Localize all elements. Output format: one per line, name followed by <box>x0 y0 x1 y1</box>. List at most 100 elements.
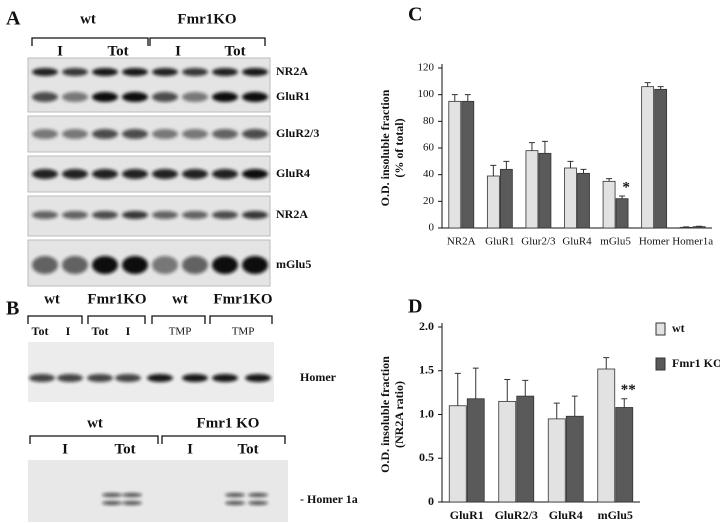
error-bar <box>490 164 497 176</box>
lane-label: I <box>62 441 68 457</box>
blot-band <box>242 129 268 139</box>
error-bar <box>528 142 535 151</box>
y-tick-label: 100 <box>418 88 435 100</box>
y-axis-label: (% of total) <box>392 118 406 177</box>
bar <box>615 198 629 229</box>
legend-swatch <box>655 357 666 371</box>
group-label: Fmr1KO <box>213 291 272 307</box>
lane-label: I <box>187 441 193 457</box>
blot-band <box>225 501 245 505</box>
error-bar <box>503 160 510 170</box>
lane-label: Tot <box>114 441 135 457</box>
blot-band <box>92 68 118 76</box>
bar <box>525 150 539 229</box>
error-bar <box>580 168 587 174</box>
bracket <box>161 435 286 444</box>
y-tick-label: 1.5 <box>419 363 434 377</box>
y-tick-label: 60 <box>423 142 435 154</box>
blot-label: - Homer 1a <box>300 492 358 506</box>
bar <box>486 175 500 229</box>
error-bar <box>472 367 479 399</box>
blot-band <box>122 129 148 139</box>
group-label: Fmr1KO <box>87 291 146 307</box>
blot-band <box>182 68 208 76</box>
y-tick-label: 1.0 <box>419 406 434 420</box>
blot-band <box>248 501 268 505</box>
group-label: wt <box>44 291 60 307</box>
blot-band <box>122 211 148 219</box>
blot-band <box>152 129 178 139</box>
lane-label: I <box>57 43 63 59</box>
bar <box>466 398 485 503</box>
blot-label: NR2A <box>276 64 308 78</box>
bracket <box>27 315 83 324</box>
bracket <box>209 315 273 324</box>
blot-band <box>92 211 118 219</box>
legend-label: wt <box>672 321 685 335</box>
y-tick-label: 2.0 <box>419 319 434 333</box>
error-bar <box>504 379 511 402</box>
blot-band <box>62 211 88 219</box>
x-tick-label: GluR4 <box>562 236 592 248</box>
lane-label: Tot <box>237 441 258 457</box>
y-tick-label: 0 <box>428 494 434 508</box>
blot-band <box>242 256 268 274</box>
bracket <box>29 435 159 444</box>
blot <box>28 342 274 402</box>
blot-band <box>152 92 178 102</box>
panel-letter: B <box>6 298 19 320</box>
blot-band <box>212 374 238 382</box>
blot-band <box>92 256 118 274</box>
blot-band <box>182 256 208 274</box>
bar <box>565 415 584 503</box>
blot-band <box>92 169 118 179</box>
blot-band <box>32 129 58 139</box>
lane-label: I <box>175 43 181 59</box>
blot-band <box>32 169 58 179</box>
blot-band <box>242 169 268 179</box>
blot-band <box>62 68 88 76</box>
bar <box>499 168 513 229</box>
x-tick-label: Homer1a <box>672 236 713 248</box>
blot-band <box>242 211 268 219</box>
blot <box>27 57 271 113</box>
bar <box>448 405 467 503</box>
bar <box>615 407 634 503</box>
blot-band <box>182 129 208 139</box>
blot-label: mGlu5 <box>276 257 311 271</box>
y-tick-label: 0 <box>429 222 435 234</box>
blot-band <box>122 68 148 76</box>
blot-band <box>152 68 178 76</box>
panel-letter: C <box>408 4 422 26</box>
x-tick-label: GluR1 <box>450 508 484 522</box>
x-tick-label: GluR4 <box>549 508 583 522</box>
bar <box>547 418 566 503</box>
error-bar <box>454 372 461 406</box>
error-bar <box>464 94 471 102</box>
error-bar <box>619 195 626 199</box>
panel-letter: A <box>6 8 21 30</box>
blot-band <box>29 374 55 382</box>
blot-band <box>122 92 148 102</box>
bracket <box>87 315 146 324</box>
bracket <box>149 37 266 46</box>
blot-band <box>122 493 142 497</box>
error-bar <box>541 140 548 154</box>
bar <box>538 152 552 229</box>
blot-band <box>212 169 238 179</box>
x-tick-label: mGlu5 <box>600 236 631 248</box>
x-tick-label: Homer <box>639 236 670 248</box>
blot-band <box>212 68 238 76</box>
blot-band <box>212 256 238 274</box>
blot-band <box>242 92 268 102</box>
group-label: wt <box>87 415 103 431</box>
blot-band <box>225 493 245 497</box>
group-label: Fmr1KO <box>177 11 236 27</box>
error-bar <box>657 86 664 90</box>
bar <box>577 172 590 229</box>
blot-band <box>248 493 268 497</box>
blot <box>28 460 288 522</box>
lane-label: TMP <box>169 326 192 338</box>
group-label: wt <box>172 291 188 307</box>
